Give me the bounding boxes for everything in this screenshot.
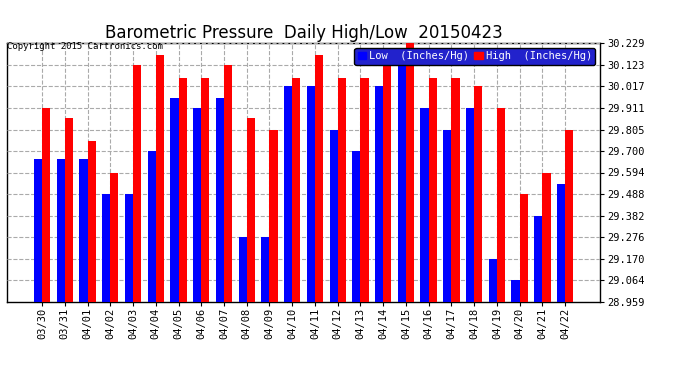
Bar xyxy=(557,183,565,302)
Bar xyxy=(110,172,119,302)
Bar xyxy=(201,78,210,302)
Bar xyxy=(102,194,110,302)
Bar xyxy=(307,86,315,302)
Bar xyxy=(156,55,164,302)
Bar xyxy=(65,118,73,302)
Bar xyxy=(511,280,520,302)
Bar xyxy=(466,108,474,302)
Bar xyxy=(270,129,277,302)
Text: Copyright 2015 Cartronics.com: Copyright 2015 Cartronics.com xyxy=(7,42,163,51)
Bar xyxy=(534,216,542,302)
Bar xyxy=(489,259,497,302)
Bar xyxy=(420,108,428,302)
Bar xyxy=(239,237,247,302)
Bar xyxy=(497,108,505,302)
Bar xyxy=(170,98,179,302)
Bar xyxy=(247,118,255,302)
Bar xyxy=(443,129,451,302)
Bar xyxy=(216,98,224,302)
Bar xyxy=(125,194,133,302)
Bar xyxy=(315,55,323,302)
Bar xyxy=(360,78,368,302)
Bar xyxy=(57,159,65,302)
Title: Barometric Pressure  Daily High/Low  20150423: Barometric Pressure Daily High/Low 20150… xyxy=(105,24,502,42)
Bar xyxy=(79,159,88,302)
Bar xyxy=(375,86,383,302)
Bar xyxy=(542,172,551,302)
Bar xyxy=(353,151,360,302)
Bar xyxy=(520,194,528,302)
Bar xyxy=(428,78,437,302)
Legend: Low  (Inches/Hg), High  (Inches/Hg): Low (Inches/Hg), High (Inches/Hg) xyxy=(355,48,595,64)
Bar xyxy=(451,78,460,302)
Bar xyxy=(88,141,96,302)
Bar xyxy=(42,108,50,302)
Bar xyxy=(330,129,337,302)
Bar xyxy=(474,86,482,302)
Bar xyxy=(565,129,573,302)
Bar xyxy=(262,237,270,302)
Bar xyxy=(193,108,201,302)
Bar xyxy=(148,151,156,302)
Bar xyxy=(406,43,414,302)
Bar xyxy=(383,55,391,302)
Bar xyxy=(293,78,300,302)
Bar xyxy=(397,65,406,302)
Bar xyxy=(133,65,141,302)
Bar xyxy=(179,78,187,302)
Bar xyxy=(34,159,42,302)
Bar xyxy=(284,86,293,302)
Bar xyxy=(337,78,346,302)
Bar xyxy=(224,65,233,302)
